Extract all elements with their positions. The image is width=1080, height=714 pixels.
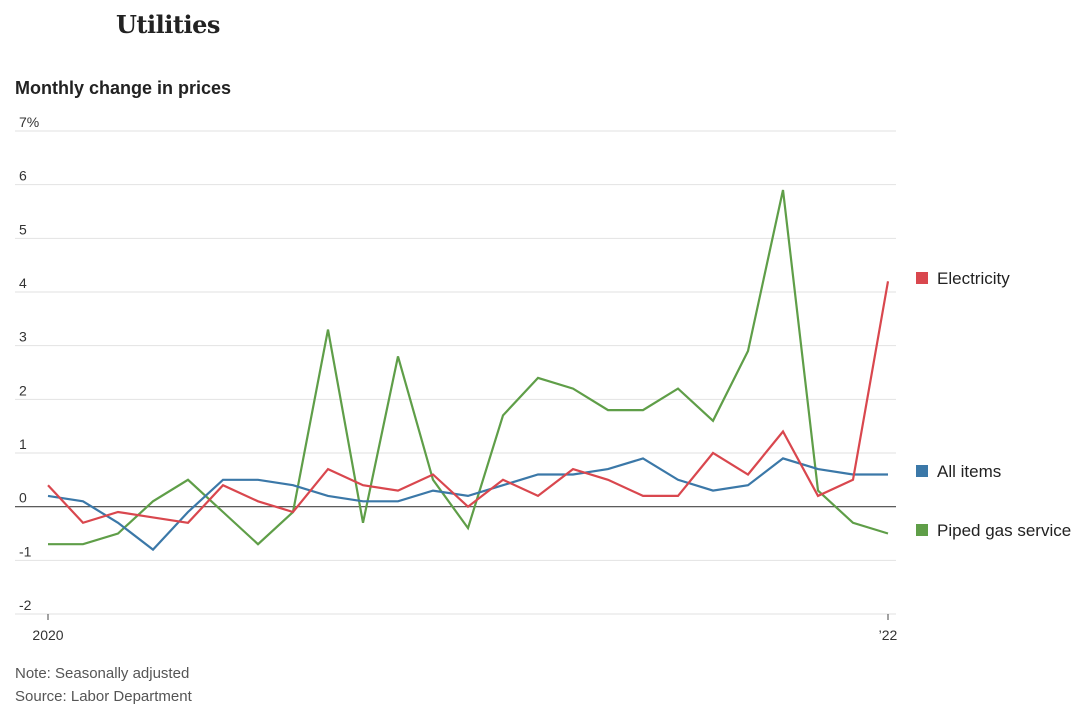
- y-tick-label: 1: [19, 436, 27, 452]
- y-tick-label: 2: [19, 382, 27, 398]
- legend-swatch: [916, 272, 928, 284]
- series-lines: [47, 189, 890, 552]
- y-tick-label: 5: [19, 221, 27, 237]
- x-tick-label: ’22: [879, 627, 898, 643]
- legend: Electricity All items Piped gas service: [916, 269, 1071, 540]
- y-tick-label: 7%: [19, 114, 39, 130]
- y-tick-label: -2: [19, 597, 32, 613]
- legend-swatch: [916, 524, 928, 536]
- legend-swatch: [916, 465, 928, 477]
- y-tick-label: 4: [19, 275, 27, 291]
- legend-label: All items: [937, 462, 1001, 481]
- gridlines: [15, 130, 896, 615]
- series-line-electricity: [47, 281, 890, 525]
- y-tick-label: 0: [19, 490, 27, 506]
- x-axis-ticks: 2020 ’22: [32, 614, 898, 643]
- legend-label: Electricity: [937, 269, 1010, 288]
- y-tick-label: 6: [19, 168, 27, 184]
- chart-note: Note: Seasonally adjusted: [15, 665, 190, 682]
- x-tick-label: 2020: [32, 627, 63, 643]
- legend-label: Piped gas service: [937, 521, 1071, 540]
- series-line-piped-gas-service: [48, 189, 889, 546]
- y-axis-ticks: 7% 6 5 4 3 2 1 0 -1 -2: [19, 114, 39, 613]
- chart-subtitle: Monthly change in prices: [15, 78, 232, 98]
- chart-source: Source: Labor Department: [15, 688, 192, 705]
- series-line-all-items: [47, 457, 888, 552]
- y-tick-label: 3: [19, 329, 27, 345]
- chart-title: Utilities: [116, 10, 220, 39]
- y-tick-label: -1: [19, 543, 32, 559]
